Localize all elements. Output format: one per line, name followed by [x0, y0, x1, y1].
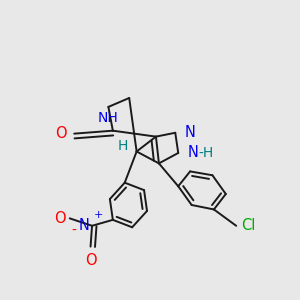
Text: N: N	[188, 146, 199, 160]
Text: O: O	[55, 126, 67, 141]
Text: NH: NH	[98, 111, 119, 125]
Text: Cl: Cl	[241, 218, 255, 233]
Text: +: +	[94, 210, 103, 220]
Text: N: N	[79, 218, 90, 233]
Text: O: O	[55, 211, 66, 226]
Text: -: -	[71, 224, 76, 238]
Text: -H: -H	[198, 146, 214, 160]
Text: O: O	[85, 253, 96, 268]
Text: H: H	[118, 139, 128, 152]
Text: N: N	[185, 125, 196, 140]
